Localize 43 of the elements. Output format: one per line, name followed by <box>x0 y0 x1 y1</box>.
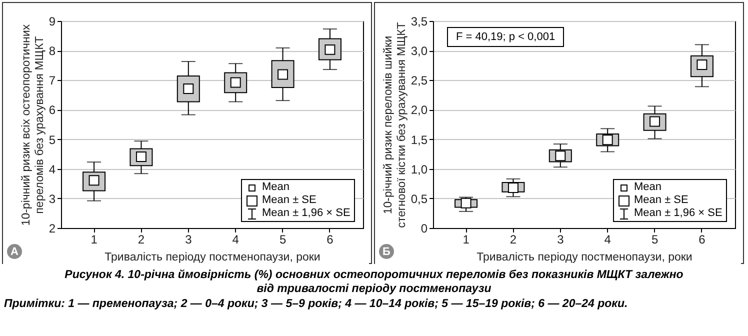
x-tick-label: 3 <box>557 232 564 246</box>
text: Б <box>379 244 394 259</box>
y-axis-title: 10-річний ризик переломів шийки стегнової кістки без урахування МЩКТ <box>382 22 408 228</box>
y-tick-label: 0 <box>420 222 428 236</box>
y-tick-label: 2,0 <box>410 103 428 118</box>
annotation: F = 40,19; p < 0,001 <box>447 27 564 47</box>
x-tick-label: 2 <box>510 232 517 246</box>
y-tick-label: 6 <box>48 103 56 118</box>
x-tick-label: 5 <box>279 232 286 246</box>
x-tick-label: 2 <box>138 232 145 246</box>
x-axis-title: Тривалість періоду постменопаузи, роки <box>104 252 320 264</box>
y-tick-label: 7 <box>48 74 56 88</box>
text: Примітки: 1 — пременопауза; 2 — 0–4 роки; 3 — 5–9 років; 4 — 10–14 років; 5 — 15–19 років; 6 — 20–24 роки. <box>3 298 629 310</box>
annotation: Mean ± 1,96 × SE <box>634 207 722 220</box>
y-tick-label: 5 <box>48 132 56 147</box>
y-tick-label: 3,5 <box>410 14 428 28</box>
x-axis-title: Тривалість періоду постменопаузи, роки <box>476 252 692 264</box>
x-tick-label: 3 <box>185 232 192 246</box>
x-tick-label: 1 <box>462 232 470 246</box>
y-tick-label: 1,5 <box>410 132 428 147</box>
y-axis-title: 10-річний ризик всіх остеопоротичних переломів без урахування МЩКТ <box>20 24 46 226</box>
annotation: Mean <box>262 181 290 194</box>
annotation: Mean <box>634 181 662 194</box>
x-tick-label: 5 <box>651 232 658 246</box>
x-tick-label: 1 <box>90 232 98 246</box>
y-tick-label: 8 <box>48 44 56 58</box>
y-tick-label: 3 <box>48 192 56 206</box>
text: А <box>7 244 22 259</box>
annotation: Mean ± SE <box>262 194 316 207</box>
annotation: Mean ± 1,96 × SE <box>262 207 350 220</box>
y-tick-label: 0,5 <box>410 192 428 206</box>
y-tick-label: 4 <box>48 162 56 176</box>
x-tick-label: 4 <box>604 232 612 246</box>
x-tick-label: 4 <box>232 232 240 246</box>
text: Рисунок 4. 10-річна ймовірність (%) основних остеопоротичних переломів без показників МЩКТ залежно від тривалості періоду постменопаузи <box>64 268 684 296</box>
y-tick-label: 9 <box>48 14 56 28</box>
y-tick-label: 3,0 <box>410 44 428 58</box>
x-tick-label: 6 <box>326 232 334 246</box>
x-tick-label: 6 <box>698 232 706 246</box>
y-tick-label: 1,0 <box>410 162 428 176</box>
annotation: Mean ± SE <box>634 194 688 207</box>
y-tick-label: 2,5 <box>410 74 428 88</box>
y-tick-label: 2 <box>48 222 56 236</box>
